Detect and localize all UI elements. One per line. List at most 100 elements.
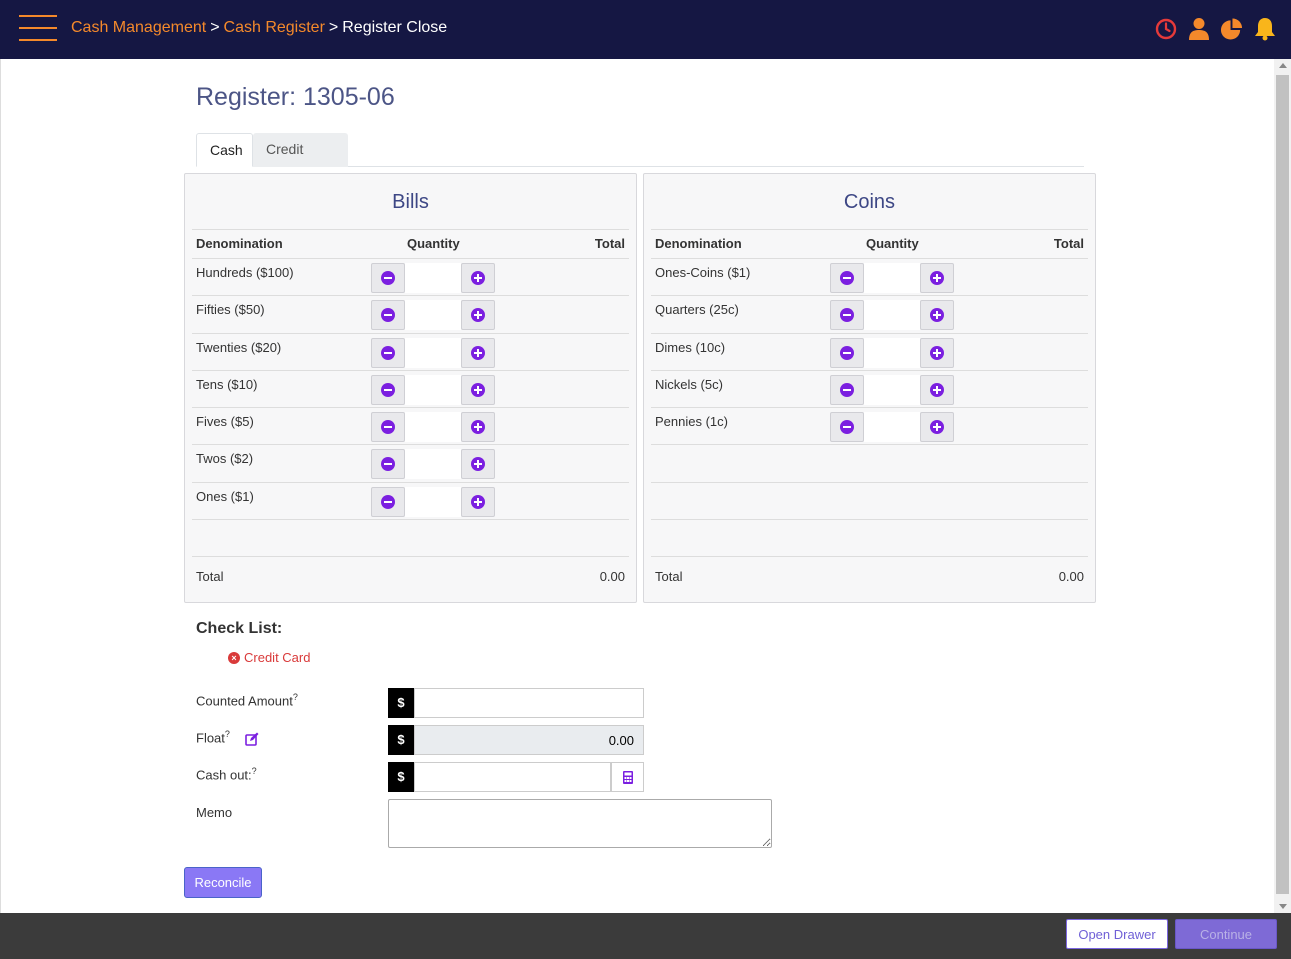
header-quantity: Quantity — [866, 236, 919, 251]
table-row: Twos ($2) — [192, 444, 629, 481]
error-circle-icon: × — [228, 651, 240, 664]
breadcrumb-cash-management[interactable]: Cash Management — [71, 19, 207, 36]
decrement-button[interactable] — [371, 486, 405, 517]
increment-button[interactable] — [920, 337, 954, 368]
increment-button[interactable] — [461, 337, 495, 368]
checklist-title: Check List: — [196, 620, 283, 637]
help-icon[interactable]: ? — [224, 729, 230, 739]
main-content: Register: 1305-06 Cash Credit Card Bills… — [0, 59, 1274, 913]
calculator-button[interactable] — [611, 762, 644, 792]
table-row-empty — [651, 481, 1088, 519]
decrement-button[interactable] — [830, 337, 864, 368]
table-header: Denomination Quantity Total — [651, 229, 1088, 258]
quantity-input[interactable] — [405, 337, 461, 368]
breadcrumb-separator: > — [328, 19, 339, 36]
help-icon[interactable]: ? — [292, 692, 298, 702]
decrement-button[interactable] — [371, 263, 405, 293]
pie-chart-icon[interactable] — [1220, 16, 1243, 41]
bell-icon[interactable] — [1253, 16, 1276, 41]
increment-button[interactable] — [920, 300, 954, 331]
quantity-input[interactable] — [864, 374, 920, 405]
currency-addon: $ — [388, 688, 414, 718]
increment-button[interactable] — [461, 263, 495, 293]
plus-icon — [930, 345, 944, 360]
scroll-up-icon[interactable] — [1279, 63, 1287, 68]
table-row: Twenties ($20) — [192, 332, 629, 370]
quantity-input[interactable] — [405, 300, 461, 331]
decrement-button[interactable] — [830, 412, 864, 443]
breadcrumb-cash-register[interactable]: Cash Register — [223, 19, 325, 36]
table-row: Nickels (5c) — [651, 369, 1088, 407]
coins-table: Denomination Quantity Total Ones-Coins (… — [651, 229, 1088, 594]
quantity-input[interactable] — [864, 412, 920, 443]
header-icons — [1154, 16, 1276, 41]
increment-button[interactable] — [461, 486, 495, 517]
quantity-stepper — [371, 449, 495, 480]
table-row-empty — [651, 444, 1088, 481]
plus-icon — [930, 308, 944, 323]
denomination-label: Pennies (1c) — [655, 414, 728, 430]
hamburger-menu-icon[interactable] — [19, 14, 57, 42]
plus-icon — [930, 271, 944, 285]
continue-button[interactable]: Continue — [1175, 919, 1277, 949]
top-navbar: Cash Management > Cash Register > Register C… — [0, 0, 1291, 59]
edit-icon[interactable] — [245, 732, 259, 746]
quantity-stepper — [830, 300, 954, 331]
scroll-down-icon[interactable] — [1279, 904, 1287, 909]
increment-button[interactable] — [461, 412, 495, 443]
help-icon[interactable]: ? — [251, 766, 257, 776]
total-label: Total — [655, 569, 683, 585]
memo-textarea[interactable] — [388, 799, 772, 848]
coins-total-value: 0.00 — [1058, 569, 1084, 585]
table-row: Ones-Coins ($1) — [651, 258, 1088, 295]
decrement-button[interactable] — [371, 337, 405, 368]
quantity-stepper — [371, 374, 495, 405]
tab-bar: Cash Credit Card — [196, 133, 1084, 190]
decrement-button[interactable] — [830, 374, 864, 405]
quantity-input[interactable] — [405, 412, 461, 443]
coins-title: Coins — [843, 191, 896, 213]
decrement-button[interactable] — [830, 263, 864, 293]
cash-out-input[interactable] — [414, 762, 611, 792]
header-total: Total — [1053, 236, 1084, 251]
user-icon[interactable] — [1187, 16, 1210, 41]
table-row-empty — [651, 519, 1088, 556]
increment-button[interactable] — [461, 449, 495, 480]
clock-icon[interactable] — [1154, 16, 1177, 41]
increment-button[interactable] — [920, 374, 954, 405]
denomination-label: Fifties ($50) — [196, 302, 265, 318]
quantity-input[interactable] — [864, 300, 920, 331]
calculator-icon — [622, 770, 633, 784]
counted-amount-input[interactable] — [414, 688, 644, 718]
decrement-button[interactable] — [371, 300, 405, 331]
decrement-button[interactable] — [371, 374, 405, 405]
header-denomination: Denomination — [655, 236, 742, 251]
quantity-input[interactable] — [405, 449, 461, 480]
vertical-scrollbar[interactable] — [1274, 59, 1291, 913]
quantity-input[interactable] — [405, 374, 461, 405]
decrement-button[interactable] — [830, 300, 864, 331]
scroll-thumb[interactable] — [1276, 75, 1289, 894]
decrement-button[interactable] — [371, 412, 405, 443]
increment-button[interactable] — [461, 300, 495, 331]
decrement-button[interactable] — [371, 449, 405, 480]
tab-credit-card[interactable]: Credit Card — [253, 133, 348, 190]
quantity-stepper — [371, 412, 495, 443]
open-drawer-button[interactable]: Open Drawer — [1066, 919, 1168, 949]
quantity-input[interactable] — [405, 486, 461, 517]
reconcile-button[interactable]: Reconcile — [184, 867, 262, 898]
denomination-label: Nickels (5c) — [655, 376, 723, 392]
quantity-input[interactable] — [864, 337, 920, 368]
quantity-stepper — [371, 263, 495, 293]
denomination-label: Twos ($2) — [196, 451, 254, 467]
denomination-label: Quarters (25c) — [655, 302, 739, 318]
increment-button[interactable] — [920, 263, 954, 293]
table-row: Hundreds ($100) — [192, 258, 629, 295]
increment-button[interactable] — [920, 412, 954, 443]
quantity-input[interactable] — [864, 263, 920, 293]
tab-cash[interactable]: Cash — [196, 133, 253, 167]
total-row: Total 0.00 — [651, 556, 1088, 593]
denomination-label: Ones ($1) — [196, 488, 254, 504]
quantity-input[interactable] — [405, 263, 461, 293]
increment-button[interactable] — [461, 374, 495, 405]
